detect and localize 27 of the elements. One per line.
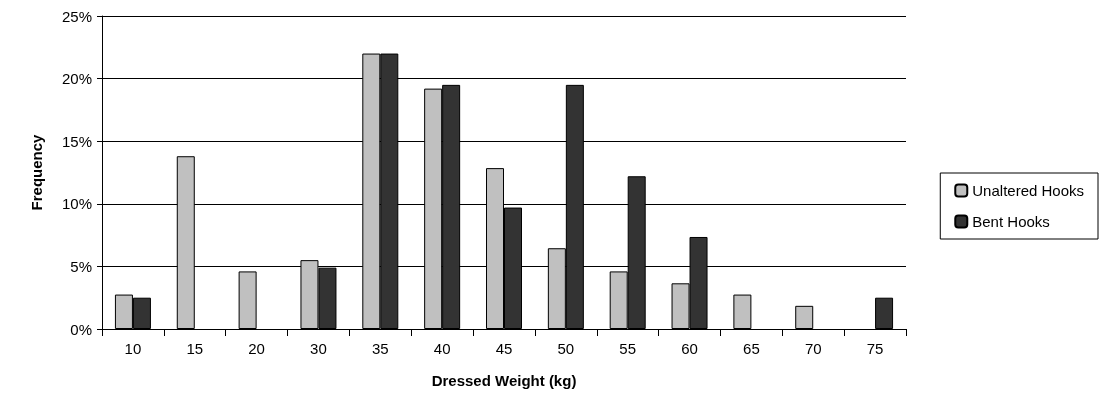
x-tick-label: 60 <box>681 340 698 357</box>
x-tick-label: 15 <box>186 340 204 357</box>
y-tick-label: 5% <box>70 257 92 275</box>
bar <box>875 297 894 329</box>
bar <box>238 271 257 329</box>
x-tick-label: 10 <box>124 340 142 357</box>
x-tick-label: 75 <box>866 340 884 357</box>
y-tick-label: 25% <box>61 7 92 25</box>
x-tick-label: 35 <box>371 340 389 357</box>
x-tick-label: 45 <box>495 340 513 357</box>
y-axis-title: Frequency <box>28 133 45 211</box>
bar <box>795 305 814 329</box>
y-tick-label: 10% <box>61 195 92 213</box>
x-tick-label: 70 <box>804 340 822 357</box>
y-tick-label: 20% <box>61 70 92 88</box>
y-tick-label: 0% <box>70 320 92 338</box>
x-tick-label: 30 <box>310 340 327 357</box>
bar <box>733 294 752 329</box>
y-tick-label: 15% <box>61 132 92 150</box>
legend-label: Unaltered Hooks <box>972 182 1085 199</box>
x-tick-label: 20 <box>248 340 265 357</box>
x-tick-label: 50 <box>557 340 575 357</box>
x-axis-title: Dressed Weight (kg) <box>431 372 577 389</box>
x-tick-label: 40 <box>433 340 451 357</box>
legend-label: Bent Hooks <box>972 213 1050 230</box>
x-tick-label: 65 <box>743 340 760 357</box>
x-tick-label: 55 <box>619 340 637 357</box>
